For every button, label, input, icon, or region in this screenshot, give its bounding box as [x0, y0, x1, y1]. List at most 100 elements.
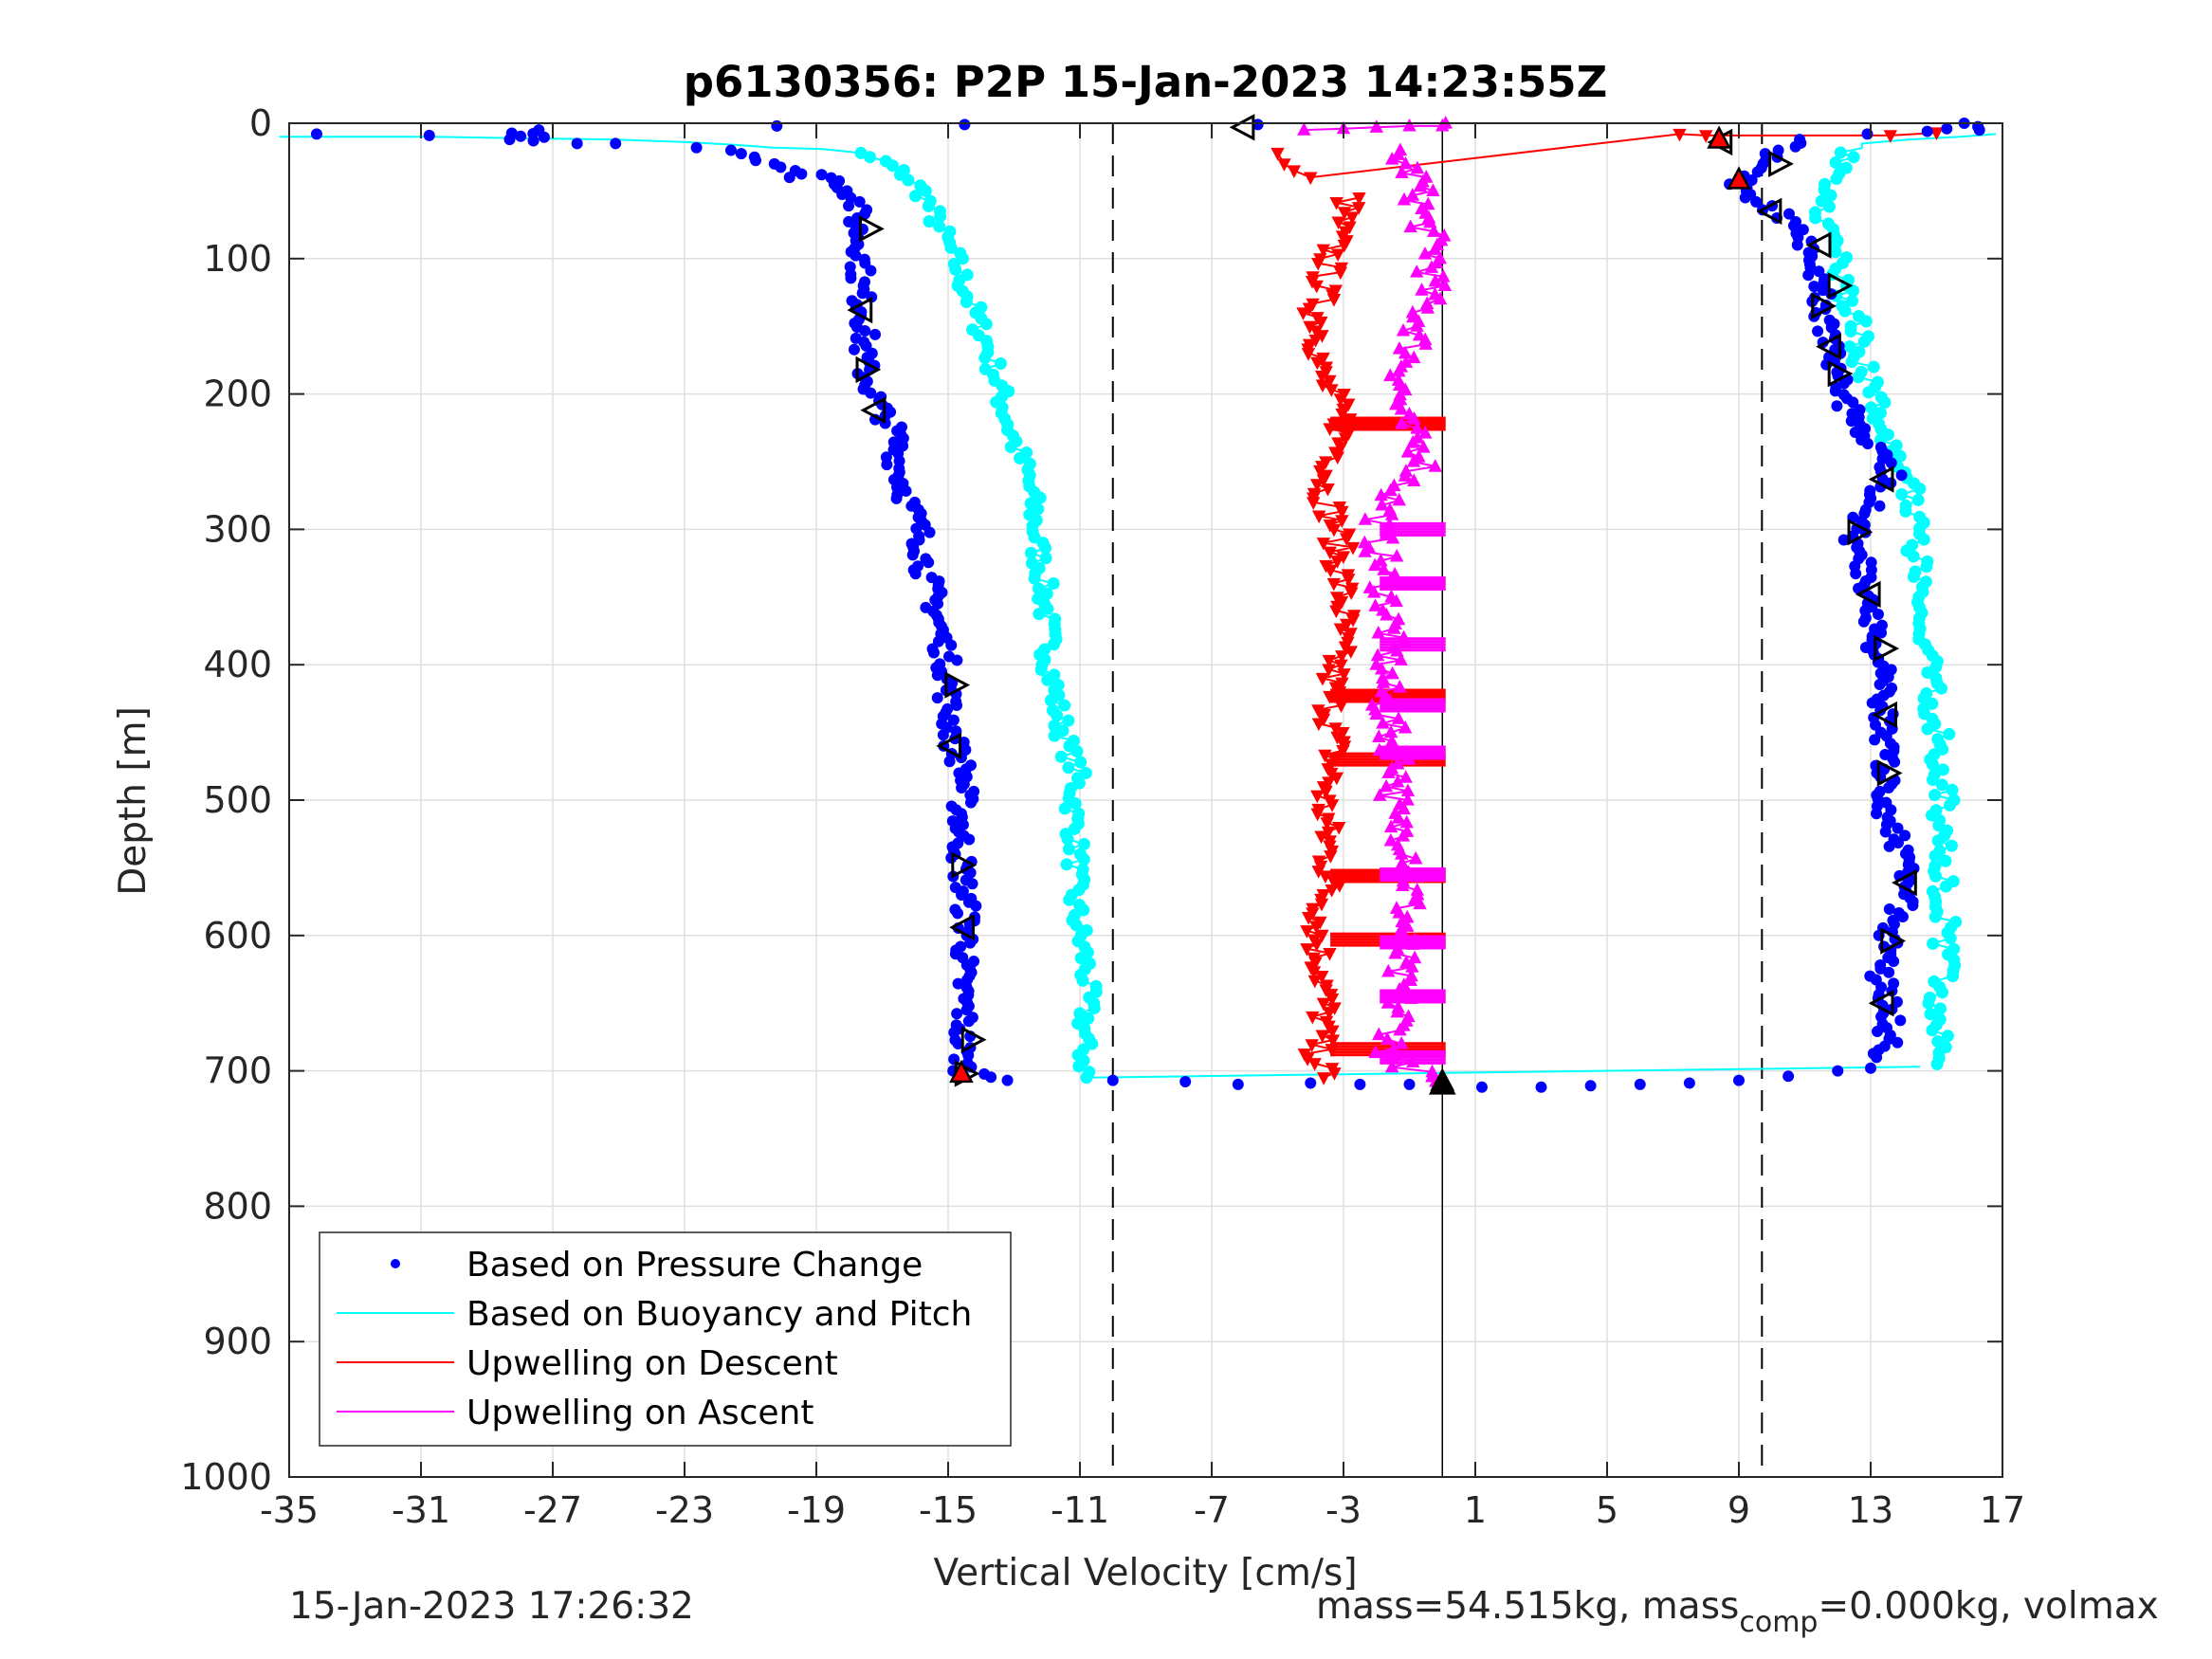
descent-marker — [1300, 925, 1314, 939]
buoyancy-point — [1819, 177, 1832, 191]
ascent-marker — [1398, 720, 1413, 734]
ascent-marker — [1405, 959, 1419, 973]
descent-marker — [1329, 605, 1344, 619]
ascent-marker — [1427, 224, 1441, 237]
pressure-point — [1837, 534, 1850, 546]
descent-marker — [1306, 1011, 1320, 1025]
ascent-marker — [1384, 152, 1399, 165]
open-triangle-marker — [960, 1026, 987, 1053]
buoyancy-point — [1943, 727, 1956, 740]
ascent-marker — [1369, 706, 1383, 720]
descent-marker — [1323, 947, 1337, 961]
buoyancy-point — [1834, 146, 1847, 159]
pressure-point — [527, 135, 539, 147]
descent-marker — [1332, 686, 1347, 700]
buoyancy-point — [1088, 1002, 1101, 1015]
descent-marker — [1325, 993, 1340, 1007]
chart-title: p6130356: P2P 15-Jan-2023 14:23:55Z — [684, 57, 1608, 107]
descent-marker — [1344, 646, 1358, 659]
pressure-point — [952, 977, 964, 990]
descent-marker — [1325, 1025, 1340, 1039]
buoyancy-point — [944, 241, 958, 254]
descent-marker — [1326, 523, 1342, 538]
descent-marker — [1313, 465, 1327, 479]
ascent-marker — [1398, 345, 1413, 359]
pressure-point — [952, 907, 964, 920]
descent-marker — [1329, 197, 1344, 210]
ascent-marker — [1410, 868, 1425, 883]
pressure-point — [900, 484, 912, 497]
pressure-point — [963, 833, 976, 846]
descent-marker — [1345, 614, 1361, 628]
pressure-point — [959, 118, 971, 131]
pressure-point — [1874, 958, 1887, 971]
buoyancy-point — [1931, 733, 1945, 746]
descent-marker — [1335, 408, 1349, 422]
pressure-point — [956, 782, 968, 794]
pressure-point — [923, 526, 936, 538]
buoyancy-point — [1929, 804, 1943, 817]
pressure-point — [1808, 281, 1820, 293]
buoyancy-point — [1864, 401, 1877, 414]
descent-marker — [1323, 423, 1337, 437]
buoyancy-point — [1051, 709, 1064, 722]
descent-marker — [1316, 474, 1331, 488]
ascent-marker — [1386, 1040, 1401, 1054]
pressure-point — [1001, 1074, 1014, 1086]
descent-marker — [1300, 1053, 1315, 1066]
pressure-point — [310, 128, 322, 140]
ascent-marker — [1406, 937, 1420, 950]
descent-marker — [1334, 700, 1348, 714]
ascent-marker — [1369, 119, 1383, 133]
pressure-point — [1874, 785, 1886, 797]
buoyancy-point — [902, 173, 915, 187]
ascent-marker — [1387, 575, 1402, 590]
pressure-point — [515, 130, 527, 142]
descent-marker — [1311, 257, 1325, 271]
pressure-point — [869, 328, 882, 340]
pressure-point — [1875, 619, 1888, 631]
buoyancy-point — [1890, 439, 1903, 452]
pressure-point — [1812, 325, 1824, 337]
ascent-marker — [1375, 497, 1389, 511]
descent-marker — [1339, 533, 1354, 546]
descent-marker — [1309, 280, 1324, 294]
ascent-marker — [1400, 783, 1416, 797]
open-triangle-marker — [1847, 519, 1874, 546]
descent-marker — [1315, 929, 1329, 943]
ascent-marker — [1383, 483, 1398, 497]
buoyancy-point — [1014, 451, 1027, 465]
pressure-point — [1888, 833, 1900, 846]
ascent-marker — [1387, 621, 1401, 634]
ascent-marker — [1413, 178, 1428, 192]
ascent-marker — [1394, 1036, 1409, 1049]
buoyancy-point — [1933, 845, 1947, 858]
pressure-point — [735, 148, 747, 160]
pressure-point — [845, 272, 857, 284]
ascent-marker — [1398, 927, 1412, 941]
x-tick-label: -35 — [260, 1489, 319, 1531]
descent-marker — [1310, 808, 1325, 822]
ascent-marker — [1383, 832, 1398, 847]
y-tick-label: 400 — [203, 644, 272, 685]
pressure-point — [1902, 844, 1914, 856]
pressure-point — [1782, 1070, 1795, 1083]
x-tick-label: -11 — [1051, 1489, 1109, 1531]
pressure-point — [1106, 1074, 1119, 1086]
buoyancy-point — [1808, 206, 1821, 219]
upwelling-descent-series — [1271, 127, 1944, 1085]
descent-marker — [1310, 356, 1325, 371]
buoyancy-point — [1815, 194, 1828, 208]
buoyancy-point — [909, 190, 923, 203]
descent-marker — [1334, 659, 1348, 673]
ascent-marker — [1426, 183, 1440, 196]
descent-marker — [1309, 921, 1324, 935]
y-axis-label: Depth [m] — [112, 706, 155, 896]
ascent-marker — [1392, 492, 1406, 506]
open-triangle-marker — [859, 215, 885, 243]
ascent-marker — [1391, 774, 1405, 788]
pressure-point — [881, 459, 893, 471]
descent-marker — [1338, 432, 1353, 447]
ascent-marker — [1389, 593, 1403, 608]
pressure-point — [1584, 1080, 1597, 1092]
